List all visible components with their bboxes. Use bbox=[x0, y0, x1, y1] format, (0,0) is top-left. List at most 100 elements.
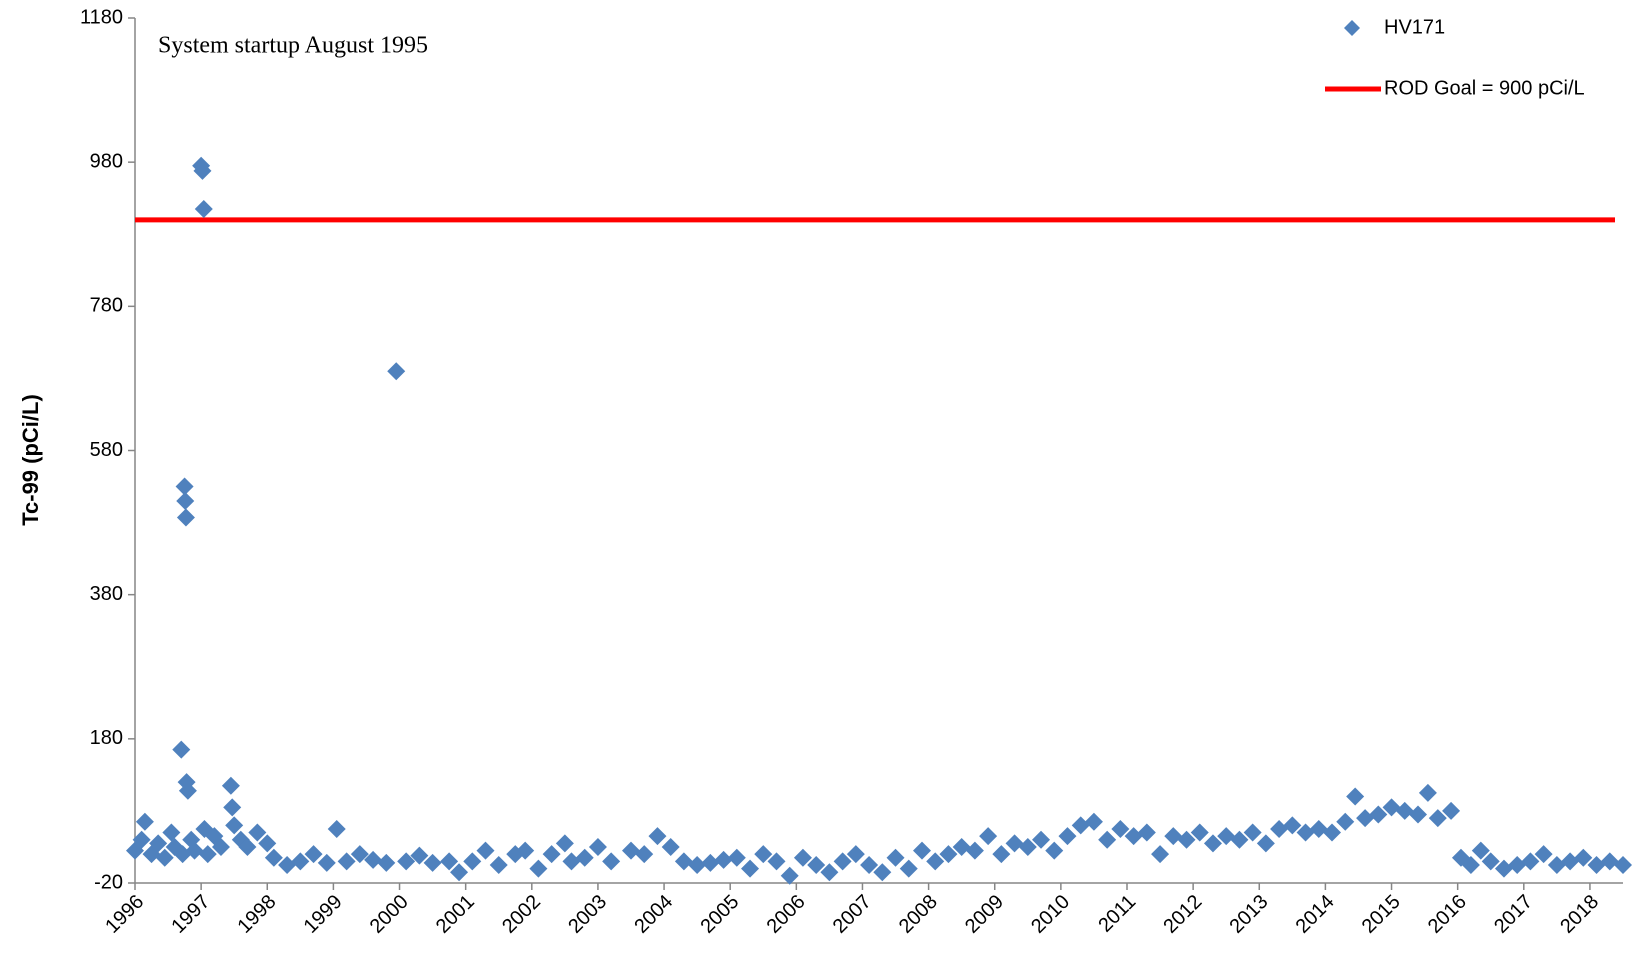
x-tick-label: 2003 bbox=[564, 891, 611, 938]
data-point bbox=[992, 845, 1011, 864]
data-point bbox=[1005, 834, 1024, 853]
data-point bbox=[194, 200, 213, 219]
data-point bbox=[135, 812, 154, 831]
data-point bbox=[149, 834, 168, 853]
data-point bbox=[225, 816, 244, 835]
data-point bbox=[714, 850, 733, 869]
data-point bbox=[248, 823, 267, 842]
data-point bbox=[221, 776, 240, 795]
data-point bbox=[939, 845, 958, 864]
legend-marker bbox=[1344, 20, 1360, 36]
data-point bbox=[1177, 830, 1196, 849]
data-point bbox=[423, 853, 442, 872]
data-point bbox=[1243, 823, 1262, 842]
data-point bbox=[886, 848, 905, 867]
annotation: System startup August 1995 bbox=[158, 33, 428, 59]
data-point bbox=[1296, 823, 1315, 842]
legend-label: HV171 bbox=[1384, 16, 1445, 38]
data-point bbox=[223, 798, 242, 817]
data-point bbox=[337, 852, 356, 871]
y-tick-label: 180 bbox=[90, 727, 123, 749]
data-point bbox=[1309, 819, 1328, 838]
x-tick-label: 2018 bbox=[1556, 891, 1603, 938]
data-point bbox=[767, 852, 786, 871]
data-point bbox=[602, 852, 621, 871]
data-point bbox=[185, 841, 204, 860]
data-point bbox=[873, 863, 892, 882]
data-point bbox=[1574, 848, 1593, 867]
legend-label: ROD Goal = 900 pCi/L bbox=[1384, 77, 1585, 99]
y-tick-label: 980 bbox=[90, 150, 123, 172]
data-point bbox=[555, 834, 574, 853]
data-point bbox=[211, 837, 230, 856]
data-point bbox=[1058, 827, 1077, 846]
data-point bbox=[238, 837, 257, 856]
data-point bbox=[1256, 834, 1275, 853]
data-point bbox=[727, 848, 746, 867]
x-tick-label: 2001 bbox=[432, 891, 479, 938]
data-point bbox=[489, 855, 508, 874]
data-point bbox=[1045, 841, 1064, 860]
x-tick-label: 2011 bbox=[1094, 891, 1140, 937]
data-point bbox=[952, 837, 971, 856]
data-point bbox=[1137, 823, 1156, 842]
data-point bbox=[1600, 852, 1619, 871]
data-point bbox=[846, 845, 865, 864]
data-point bbox=[1111, 819, 1130, 838]
data-point bbox=[661, 837, 680, 856]
data-point bbox=[1442, 801, 1461, 820]
data-point bbox=[291, 852, 310, 871]
data-point bbox=[1230, 830, 1249, 849]
data-point bbox=[965, 841, 984, 860]
data-point bbox=[1534, 845, 1553, 864]
data-point bbox=[1461, 855, 1480, 874]
data-point bbox=[1356, 809, 1375, 828]
data-point bbox=[1190, 823, 1209, 842]
data-point bbox=[688, 855, 707, 874]
data-point bbox=[317, 853, 336, 872]
data-point bbox=[1494, 859, 1513, 878]
data-point bbox=[193, 161, 212, 180]
data-point bbox=[912, 841, 931, 860]
data-point bbox=[674, 852, 693, 871]
x-tick-label: 2002 bbox=[498, 891, 545, 938]
data-point bbox=[1336, 812, 1355, 831]
x-tick-label: 1997 bbox=[167, 891, 214, 938]
data-point bbox=[648, 827, 667, 846]
data-point bbox=[860, 855, 879, 874]
data-point bbox=[754, 845, 773, 864]
data-point bbox=[807, 855, 826, 874]
data-point bbox=[172, 740, 191, 759]
data-point bbox=[176, 508, 195, 527]
data-point bbox=[132, 830, 151, 849]
data-point bbox=[1098, 830, 1117, 849]
data-point bbox=[793, 848, 812, 867]
data-point bbox=[155, 848, 174, 867]
data-point bbox=[588, 837, 607, 856]
data-point bbox=[1164, 827, 1183, 846]
data-point bbox=[979, 827, 998, 846]
y-tick-label: -20 bbox=[94, 871, 123, 893]
data-point bbox=[635, 845, 654, 864]
data-point bbox=[463, 852, 482, 871]
data-point bbox=[1323, 823, 1342, 842]
data-point bbox=[278, 855, 297, 874]
data-point bbox=[1508, 855, 1527, 874]
y-tick-label: 380 bbox=[90, 583, 123, 605]
data-point bbox=[175, 477, 194, 496]
y-tick-label: 1180 bbox=[80, 6, 123, 28]
data-point bbox=[1395, 801, 1414, 820]
data-point bbox=[1018, 837, 1037, 856]
y-axis-title: Tc-99 (pCi/L) bbox=[18, 394, 43, 526]
x-tick-label: 1996 bbox=[101, 891, 148, 938]
data-point bbox=[258, 834, 277, 853]
data-point bbox=[1071, 816, 1090, 835]
x-tick-label: 2015 bbox=[1358, 891, 1405, 938]
x-tick-label: 2010 bbox=[1027, 891, 1074, 938]
data-point bbox=[440, 852, 459, 871]
data-point bbox=[562, 852, 581, 871]
data-point bbox=[1521, 852, 1540, 871]
data-point bbox=[899, 859, 918, 878]
data-point bbox=[622, 841, 640, 860]
